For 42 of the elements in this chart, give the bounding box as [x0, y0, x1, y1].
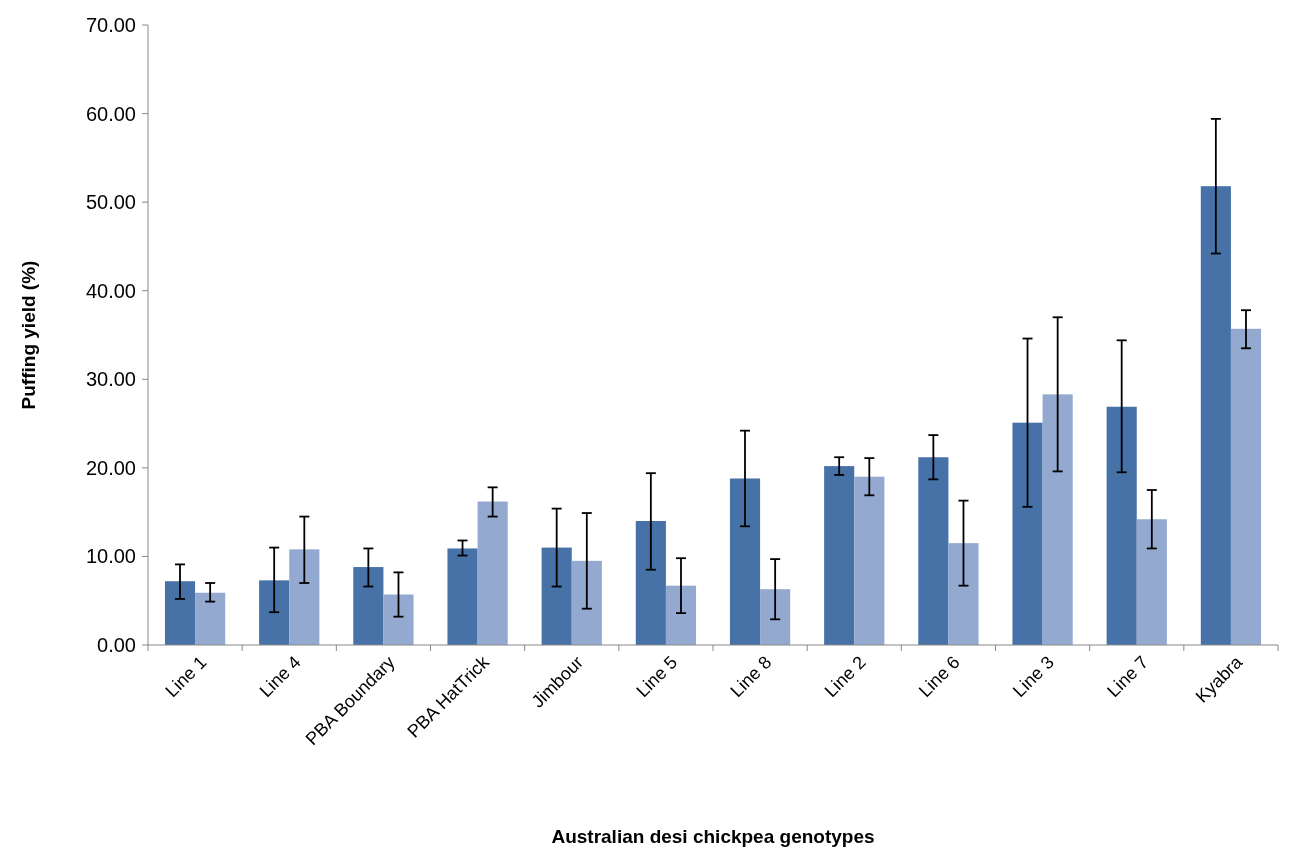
y-tick-label: 70.00 [85, 14, 136, 36]
y-tick-label: 50.00 [85, 191, 136, 214]
bar [1230, 328, 1262, 645]
y-tick-label: 30.00 [85, 368, 136, 391]
x-axis-title: Australian desi chickpea genotypes [551, 826, 875, 847]
bar [447, 548, 478, 645]
x-tick-label: Line 3 [1009, 652, 1058, 701]
bar [729, 478, 761, 645]
y-tick-label: 10.00 [85, 545, 136, 568]
x-tick-label: Line 8 [726, 652, 776, 701]
bar [164, 581, 196, 645]
bar [635, 521, 666, 645]
bar [1200, 186, 1231, 645]
bar [1106, 406, 1137, 645]
bar [854, 476, 885, 645]
bar [948, 543, 979, 645]
bar [1136, 519, 1167, 645]
bar [477, 501, 508, 645]
x-tick-label: Line 6 [914, 652, 964, 701]
bar [383, 594, 414, 645]
bar [259, 580, 290, 645]
bar [289, 549, 320, 645]
x-tick-label: Line 5 [632, 652, 682, 701]
bar [195, 592, 226, 645]
x-tick-label: Line 7 [1103, 652, 1153, 701]
y-tick-label: 60.00 [85, 102, 136, 125]
bar [1042, 394, 1073, 645]
bar [760, 589, 791, 645]
bar [353, 567, 384, 645]
bar [824, 466, 855, 645]
bar [571, 560, 602, 645]
bar [541, 547, 572, 645]
x-tick-label: Line 1 [161, 652, 211, 701]
bar [665, 585, 697, 645]
y-tick-label: 0.00 [97, 634, 136, 656]
y-axis-title: Puffing yield (%) [18, 260, 39, 410]
bar [918, 457, 949, 645]
x-tick-label: Line 4 [255, 652, 305, 701]
y-tick-label: 20.00 [85, 456, 136, 479]
y-tick-label: 40.00 [85, 279, 136, 302]
bar [1012, 422, 1043, 645]
x-tick-label: Line 2 [820, 652, 870, 701]
